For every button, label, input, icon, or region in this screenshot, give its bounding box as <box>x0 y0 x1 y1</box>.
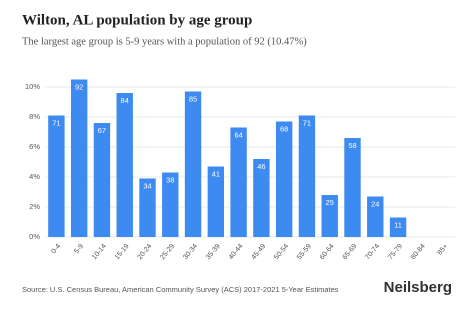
x-tick-label: 70-74 <box>364 243 381 261</box>
x-tick-label: 60-64 <box>319 243 336 261</box>
bar <box>344 138 361 237</box>
data-label: 92 <box>75 82 83 91</box>
x-tick-label: 80-84 <box>410 243 427 261</box>
data-label: 11 <box>394 220 402 229</box>
x-tick-label: 20-24 <box>137 243 154 261</box>
data-label: 64 <box>234 130 242 139</box>
bar <box>230 127 247 237</box>
x-tick-label: 40-44 <box>228 243 245 261</box>
y-tick-label: 4% <box>29 172 40 181</box>
bar <box>162 172 179 237</box>
x-tick-label: 10-14 <box>91 243 108 261</box>
bar <box>275 121 293 237</box>
data-label: 46 <box>257 162 265 171</box>
chart-title: Wilton, AL population by age group <box>22 12 252 28</box>
x-tick-label: 55-59 <box>296 243 313 261</box>
bar <box>139 178 156 237</box>
y-tick-label: 10% <box>25 82 40 91</box>
bar <box>93 123 111 237</box>
bar <box>389 217 407 237</box>
x-tick-label: 45-49 <box>250 243 267 261</box>
bar <box>184 91 202 237</box>
data-label: 71 <box>52 118 60 127</box>
bar <box>70 79 88 237</box>
data-label: 85 <box>189 94 197 103</box>
x-tick-label: 65-69 <box>342 243 359 261</box>
data-label: 24 <box>371 199 379 208</box>
y-tick-label: 2% <box>29 202 40 211</box>
x-tick-label: 5-9 <box>73 243 85 255</box>
bar <box>116 93 133 237</box>
bar <box>298 115 316 237</box>
data-label: 71 <box>303 118 311 127</box>
y-tick-label: 6% <box>29 142 40 151</box>
x-tick-label: 75-79 <box>387 243 404 261</box>
data-label: 25 <box>326 198 334 207</box>
data-label: 67 <box>98 126 106 135</box>
bar <box>367 196 384 237</box>
data-label: 84 <box>121 96 129 105</box>
bar <box>253 159 270 237</box>
x-tick-label: 15-19 <box>114 243 131 261</box>
x-tick-label: 25-29 <box>159 243 176 261</box>
bar <box>48 115 65 237</box>
bar <box>207 166 225 237</box>
data-label: 58 <box>348 141 356 150</box>
x-tick-label: 0-4 <box>50 243 62 255</box>
x-tick-label: 50-54 <box>273 243 290 261</box>
x-tick-label: 85+ <box>437 243 450 257</box>
x-tick-label: 35-39 <box>205 243 222 261</box>
data-label: 38 <box>166 175 174 184</box>
brand: Neilsberg <box>384 279 452 296</box>
source: Source: U.S. Census Bureau, American Com… <box>22 285 339 294</box>
data-label: 41 <box>212 169 220 178</box>
data-label: 68 <box>280 124 288 133</box>
data-label: 34 <box>143 181 151 190</box>
bar <box>321 195 338 237</box>
y-tick-label: 0% <box>29 232 40 241</box>
y-tick-label: 8% <box>29 112 40 121</box>
x-tick-label: 30-34 <box>182 243 199 261</box>
chart-subtitle: The largest age group is 5-9 years with … <box>22 36 307 47</box>
